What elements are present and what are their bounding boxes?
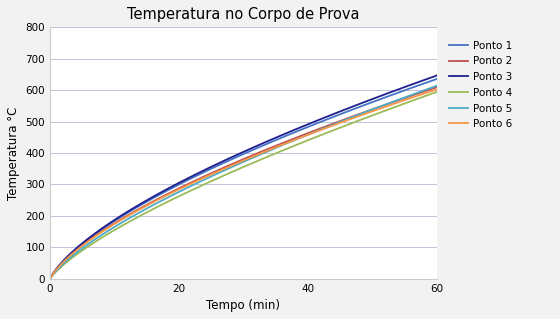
Ponto 4: [277, 150, 283, 153]
Ponto 5: [230, 164, 237, 168]
Ponto 6: [277, 144, 283, 147]
Ponto 6: [230, 163, 237, 167]
Ponto 6: [363, 111, 370, 115]
Line: Ponto 1: Ponto 1: [50, 79, 437, 278]
Ponto 2: [46, 277, 53, 280]
Ponto 2: [277, 142, 283, 146]
Ponto 3: [277, 134, 283, 138]
Ponto 1: [230, 156, 237, 160]
Ponto 3: [46, 277, 53, 280]
Ponto 6: [46, 277, 53, 280]
Line: Ponto 4: Ponto 4: [50, 92, 437, 278]
Ponto 1: [232, 155, 239, 159]
Ponto 6: [232, 162, 239, 166]
Line: Ponto 6: Ponto 6: [50, 89, 437, 278]
Line: Ponto 3: Ponto 3: [50, 76, 437, 278]
Ponto 5: [46, 277, 53, 280]
Ponto 5: [363, 109, 370, 113]
Ponto 5: [433, 84, 440, 88]
Ponto 6: [256, 152, 263, 156]
Ponto 1: [424, 80, 431, 84]
Ponto 4: [46, 277, 53, 280]
Ponto 5: [256, 153, 263, 157]
Ponto 1: [363, 102, 370, 106]
Ponto 2: [424, 88, 431, 92]
Ponto 3: [433, 74, 440, 78]
Ponto 2: [433, 85, 440, 89]
Title: Temperatura no Corpo de Prova: Temperatura no Corpo de Prova: [127, 7, 360, 22]
Ponto 6: [424, 91, 431, 94]
Ponto 3: [256, 143, 263, 147]
Ponto 5: [232, 163, 239, 167]
Ponto 3: [424, 77, 431, 81]
Ponto 2: [256, 151, 263, 154]
Ponto 5: [277, 144, 283, 148]
Ponto 2: [230, 161, 237, 165]
Y-axis label: Temperatura °C: Temperatura °C: [7, 106, 20, 200]
Ponto 4: [424, 93, 431, 97]
Ponto 3: [230, 154, 237, 158]
Ponto 2: [232, 160, 239, 164]
Ponto 2: [363, 109, 370, 113]
Ponto 1: [277, 136, 283, 140]
Ponto 4: [433, 90, 440, 94]
Ponto 1: [433, 77, 440, 81]
Ponto 3: [232, 153, 239, 157]
Legend: Ponto 1, Ponto 2, Ponto 3, Ponto 4, Ponto 5, Ponto 6: Ponto 1, Ponto 2, Ponto 3, Ponto 4, Pont…: [446, 38, 515, 132]
Ponto 1: [256, 145, 263, 149]
Ponto 3: [363, 99, 370, 103]
X-axis label: Tempo (min): Tempo (min): [207, 299, 281, 312]
Ponto 4: [363, 115, 370, 119]
Line: Ponto 5: Ponto 5: [50, 86, 437, 278]
Ponto 6: [433, 87, 440, 91]
Ponto 4: [230, 169, 237, 173]
Ponto 4: [256, 158, 263, 162]
Ponto 5: [424, 87, 431, 91]
Ponto 1: [46, 277, 53, 280]
Ponto 4: [232, 168, 239, 172]
Line: Ponto 2: Ponto 2: [50, 87, 437, 278]
